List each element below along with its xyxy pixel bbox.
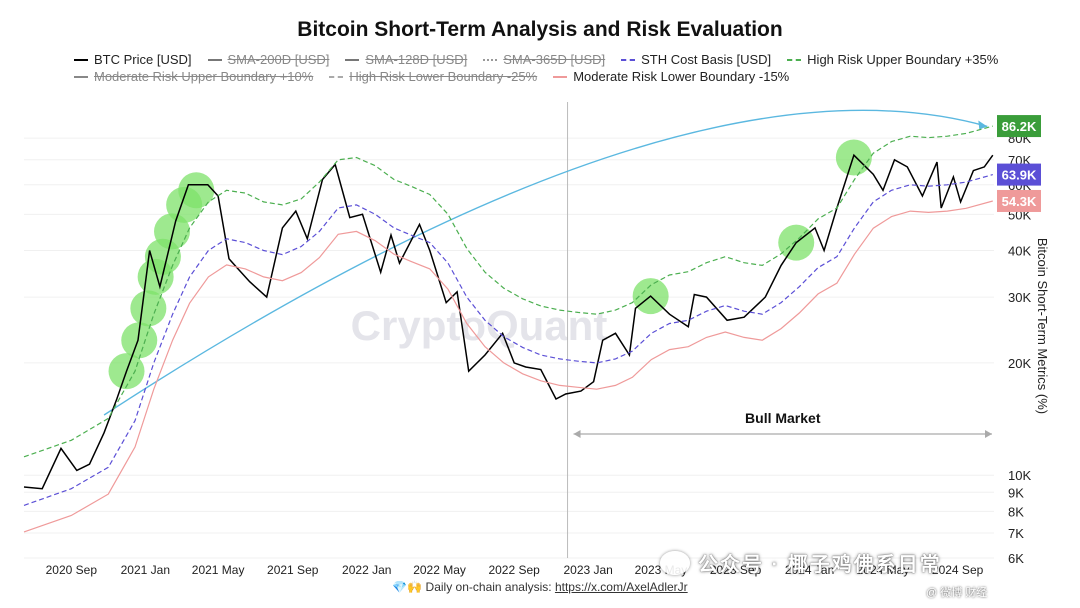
wechat-icon (660, 550, 690, 575)
highlight-circle (130, 290, 167, 327)
x-tick-label: 2024 Jan (785, 563, 834, 577)
cryptoquant-watermark: CryptoQuant (351, 302, 608, 349)
legend-label: STH Cost Basis [USD] (641, 52, 772, 67)
highlight-circle (121, 322, 158, 359)
value-badge-label: 86.2K (1002, 119, 1037, 134)
x-tick-label: 2022 May (413, 563, 466, 577)
legend-swatch (483, 58, 498, 61)
legend-item[interactable]: High Risk Upper Boundary +35% (787, 52, 998, 67)
legend-item[interactable]: High Risk Lower Boundary -25% (329, 69, 537, 84)
legend-label: SMA-365D [USD] (503, 52, 606, 67)
legend-swatch (74, 58, 88, 61)
trend-arrow-head (978, 120, 988, 130)
y-axis-title: Bitcoin Short-Term Metrics (%) (1035, 238, 1050, 414)
legend-item[interactable]: SMA-365D [USD] (483, 52, 605, 67)
x-tick-label: 2022 Jan (342, 563, 391, 577)
x-tick-label: 2021 Jan (121, 563, 170, 577)
x-tick-label: 2020 Sep (46, 563, 98, 577)
x-tick-label: 2023 Jan (563, 563, 612, 577)
legend-swatch (74, 75, 88, 78)
y-tick-label: 30K (1008, 290, 1031, 305)
y-tick-label: 7K (1008, 526, 1024, 541)
legend-label: Moderate Risk Lower Boundary -15% (573, 69, 790, 84)
footer: 💎🙌 Daily on-chain analysis: https://x.co… (0, 580, 1080, 594)
x-tick-label: 2023 Sep (710, 563, 762, 577)
legend-label: High Risk Lower Boundary -25% (349, 69, 538, 84)
x-tick-label: 2021 Sep (267, 563, 319, 577)
y-tick-label: 10K (1008, 468, 1031, 483)
legend-label: High Risk Upper Boundary +35% (807, 52, 999, 67)
legend-label: BTC Price [USD] (94, 52, 192, 67)
value-badge (997, 163, 1041, 186)
y-tick-label: 9K (1008, 485, 1024, 500)
legend-item[interactable]: STH Cost Basis [USD] (621, 52, 771, 67)
legend-swatch (787, 58, 802, 61)
x-tick-label: 2024 Sep (932, 563, 984, 577)
legend-item[interactable]: BTC Price [USD] (74, 52, 192, 67)
y-tick-label: 40K (1008, 244, 1031, 259)
value-badge (997, 115, 1041, 138)
y-tick-label: 20K (1008, 356, 1031, 371)
bull-market-arrow-right (985, 430, 992, 438)
legend-swatch (207, 58, 222, 61)
series-line (23, 153, 994, 490)
bull-market-arrow-left (573, 430, 581, 438)
wechat-watermark: 公众号 · 椰子鸡佛系日常 (660, 548, 942, 577)
chart-legend: BTC Price [USD] SMA-200D [USD] SMA-128D [U… (74, 52, 1034, 84)
y-tick-label: 8K (1008, 504, 1024, 519)
wechat-watermark-text: 公众号 · 椰子鸡佛系日常 (698, 554, 942, 576)
legend-swatch (621, 58, 636, 61)
legend-swatch (329, 75, 344, 78)
value-badge (997, 189, 1041, 212)
x-tick-label: 2024 May (857, 563, 910, 577)
footer-prefix: 💎🙌 Daily on-chain analysis: (392, 580, 555, 594)
legend-swatch (553, 75, 568, 78)
legend-label: SMA-200D [USD] (227, 52, 330, 67)
legend-item[interactable]: Moderate Risk Upper Boundary +10% (74, 69, 313, 84)
series-line (23, 174, 993, 506)
value-badge-label: 54.3K (1002, 194, 1037, 209)
x-tick-label: 2021 May (192, 563, 245, 577)
x-tick-label: 2022 Sep (488, 563, 540, 577)
legend-item[interactable]: SMA-200D [USD] (207, 52, 330, 67)
legend-label: Moderate Risk Upper Boundary +10% (94, 69, 314, 84)
legend-item[interactable]: Moderate Risk Lower Boundary -15% (553, 69, 789, 84)
chart-title: Bitcoin Short-Term Analysis and Risk Eva… (297, 18, 783, 41)
legend-label: SMA-128D [USD] (365, 52, 468, 67)
series-line (23, 200, 993, 533)
highlight-circle (178, 172, 215, 209)
legend-swatch (345, 58, 360, 61)
y-tick-label: 6K (1008, 551, 1024, 566)
trend-arrow (103, 109, 988, 416)
value-badge-label: 63.9K (1002, 168, 1037, 183)
weibo-watermark: @ 微博 财经 (926, 587, 988, 599)
bull-market-label: Bull Market (745, 410, 821, 426)
series-line (23, 125, 993, 458)
footer-link[interactable]: https://x.com/AxelAdlerJr (554, 580, 688, 594)
legend-item[interactable]: SMA-128D [USD] (345, 52, 467, 67)
